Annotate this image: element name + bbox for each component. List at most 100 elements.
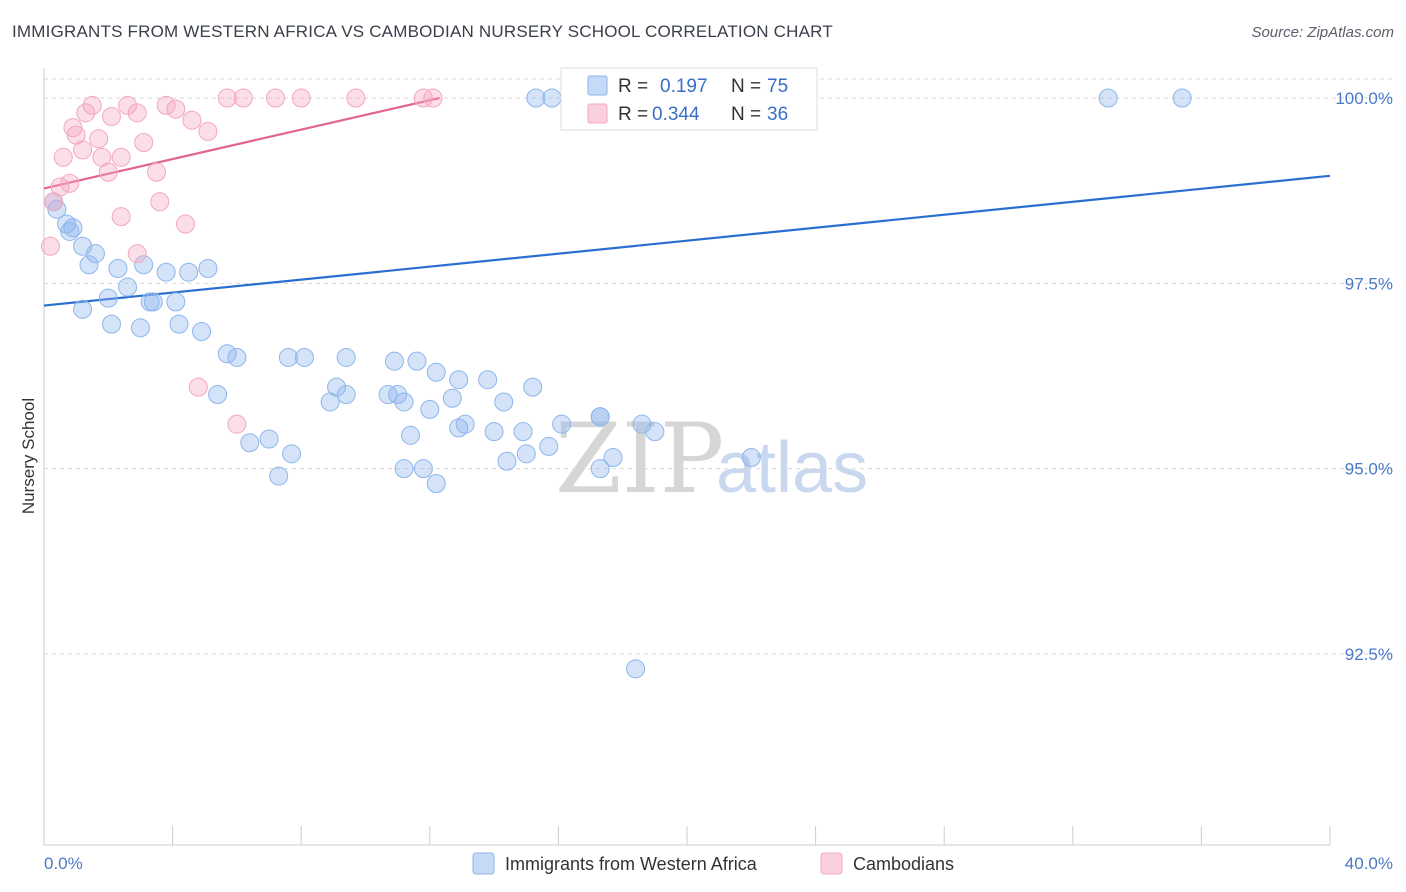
point-cambodians: [73, 140, 93, 160]
point-cambodians: [53, 147, 73, 167]
point-western-africa: [420, 399, 440, 419]
point-western-africa: [539, 436, 559, 456]
point-western-africa: [516, 444, 536, 464]
point-cambodians: [127, 244, 147, 264]
point-western-africa: [741, 448, 761, 468]
point-cambodians: [60, 173, 80, 193]
point-western-africa: [79, 255, 99, 275]
point-western-africa: [407, 351, 427, 371]
bottom-legend-label-1: Immigrants from Western Africa: [505, 854, 758, 874]
watermark-zip: ZIP: [555, 403, 724, 515]
point-western-africa: [130, 318, 150, 338]
point-western-africa: [590, 407, 610, 427]
point-cambodians: [111, 147, 131, 167]
point-western-africa: [478, 370, 498, 390]
trendline-western-africa: [43, 174, 1331, 307]
point-cambodians: [111, 207, 131, 227]
point-western-africa: [1172, 88, 1192, 108]
point-cambodians: [102, 107, 122, 127]
point-western-africa: [526, 88, 546, 108]
point-western-africa: [169, 314, 189, 334]
point-cambodians: [291, 88, 311, 108]
point-western-africa: [497, 451, 517, 471]
legend-swatch-pink: [587, 103, 608, 124]
x-tick-label-min: 0.0%: [44, 854, 83, 873]
point-western-africa: [336, 385, 356, 405]
axes: [43, 68, 1331, 846]
point-western-africa: [449, 418, 469, 438]
point-western-africa: [426, 473, 446, 493]
point-cambodians: [423, 88, 443, 108]
y-tick-label: 100.0%: [1335, 89, 1393, 108]
point-western-africa: [384, 351, 404, 371]
point-cambodians: [217, 88, 237, 108]
point-western-africa: [401, 425, 421, 445]
point-western-africa: [217, 344, 237, 364]
grid: [44, 78, 1393, 655]
point-cambodians: [118, 95, 138, 115]
y-axis-title: Nursery School: [19, 398, 38, 514]
point-western-africa: [227, 347, 247, 367]
y-tick-label: 97.5%: [1345, 274, 1393, 293]
point-western-africa: [378, 385, 398, 405]
point-western-africa: [394, 459, 414, 479]
legend-n-label-2: N =: [731, 104, 761, 125]
point-western-africa: [63, 218, 83, 238]
point-cambodians: [134, 132, 154, 152]
point-western-africa: [455, 414, 475, 434]
point-cambodians: [150, 192, 170, 212]
x-tick-label-max: 40.0%: [1345, 854, 1393, 873]
point-western-africa: [590, 459, 610, 479]
point-western-africa: [179, 262, 199, 282]
point-western-africa: [294, 347, 314, 367]
point-cambodians: [147, 162, 167, 182]
point-western-africa: [282, 444, 302, 464]
chart-title: IMMIGRANTS FROM WESTERN AFRICA VS CAMBOD…: [12, 22, 833, 41]
y-tick-label: 95.0%: [1345, 460, 1393, 479]
point-western-africa: [278, 347, 298, 367]
point-cambodians: [227, 414, 247, 434]
point-western-africa: [388, 385, 408, 405]
point-western-africa: [394, 392, 414, 412]
point-western-africa: [118, 277, 138, 297]
point-western-africa: [98, 288, 118, 308]
point-cambodians: [82, 95, 102, 115]
legend-r-value-2: 0.344: [652, 104, 700, 125]
legend-n-value-2: 36: [767, 104, 788, 125]
point-cambodians: [98, 162, 118, 182]
point-western-africa: [1098, 88, 1118, 108]
legend-r-label-2: R =: [618, 104, 648, 125]
point-western-africa: [140, 292, 160, 312]
point-western-africa: [552, 414, 572, 434]
point-cambodians: [233, 88, 253, 108]
point-western-africa: [240, 433, 260, 453]
point-cambodians: [265, 88, 285, 108]
legend-swatch-blue: [587, 75, 608, 96]
point-western-africa: [102, 314, 122, 334]
point-western-africa: [426, 362, 446, 382]
source-label: Source: ZipAtlas.com: [1251, 24, 1394, 41]
point-cambodians: [76, 103, 96, 123]
point-cambodians: [182, 110, 202, 130]
point-western-africa: [320, 392, 340, 412]
point-western-africa: [449, 370, 469, 390]
point-cambodians: [166, 99, 186, 119]
point-western-africa: [192, 322, 212, 342]
legend-r-value-1: 0.197: [660, 76, 708, 97]
point-cambodians: [127, 103, 147, 123]
trend-lines: [43, 96, 1331, 307]
point-western-africa: [513, 422, 533, 442]
point-western-africa: [73, 299, 93, 319]
watermark-atlas: atlas: [716, 428, 868, 508]
point-western-africa: [484, 422, 504, 442]
point-western-africa: [542, 88, 562, 108]
point-western-africa: [336, 347, 356, 367]
point-western-africa: [208, 385, 228, 405]
point-western-africa: [645, 422, 665, 442]
bottom-legend-swatch-blue: [472, 852, 495, 875]
point-western-africa: [523, 377, 543, 397]
point-western-africa: [269, 466, 289, 486]
point-cambodians: [40, 236, 60, 256]
point-cambodians: [413, 88, 433, 108]
